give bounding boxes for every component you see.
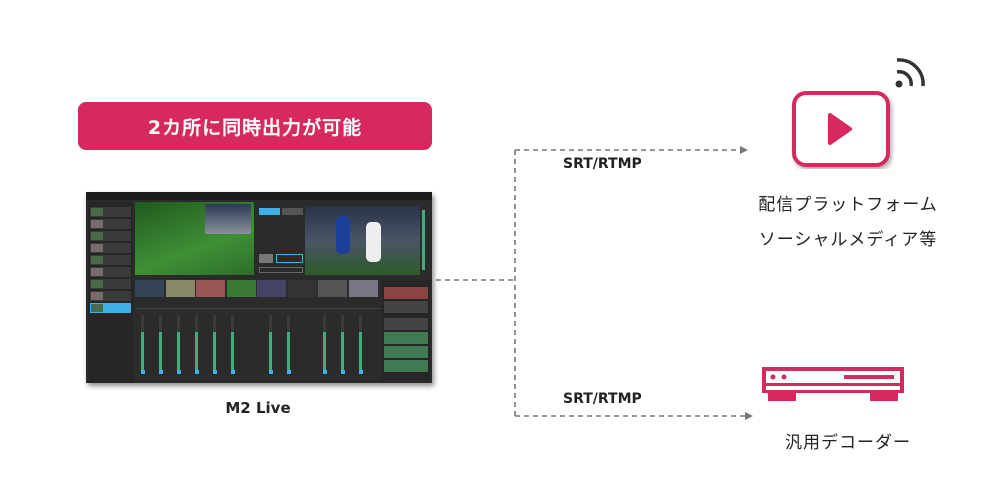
fader-level — [323, 332, 326, 370]
scene-item — [90, 303, 131, 313]
fader-level — [159, 332, 162, 370]
platform-label-line2: ソーシャルメディア等 — [758, 230, 938, 250]
scene-item — [90, 243, 131, 253]
source-thumb — [257, 280, 286, 297]
scene-item — [90, 279, 131, 289]
fader-level — [141, 332, 144, 370]
fader-button — [269, 370, 273, 374]
source-thumb — [165, 280, 195, 297]
scene-thumb — [91, 268, 103, 276]
fader-level — [177, 332, 180, 370]
fader-level — [341, 332, 344, 370]
scene-thumb — [91, 304, 103, 312]
scene-thumb — [91, 256, 103, 264]
scene-item — [90, 267, 131, 277]
arrow-head-icon — [740, 146, 748, 154]
arrow-head-icon — [745, 412, 753, 420]
fader-button — [177, 370, 181, 374]
source-thumb — [226, 280, 256, 297]
scene-item — [90, 219, 131, 229]
fader-level — [231, 332, 234, 370]
fader-level — [269, 332, 272, 370]
scene-thumb — [91, 292, 103, 300]
scene-thumb — [91, 244, 103, 252]
source-label: M2 Live — [225, 399, 291, 417]
scene-thumb — [91, 232, 103, 240]
m2-live-screenshot — [86, 192, 432, 383]
source-thumb — [135, 280, 164, 297]
fader-button — [359, 370, 363, 374]
headline-banner: 2カ所に同時出力が可能 — [78, 102, 432, 150]
platform-label-line1: 配信プラットフォーム — [758, 195, 938, 215]
fader-button — [159, 370, 163, 374]
scene-item — [90, 255, 131, 265]
scene-thumb — [91, 280, 103, 288]
wifi-broadcast-icon — [895, 58, 925, 88]
fader-level — [359, 332, 362, 370]
source-thumb — [318, 280, 347, 297]
fader-button — [341, 370, 345, 374]
scene-thumb — [91, 208, 103, 216]
fader-button — [287, 370, 291, 374]
source-thumb — [287, 280, 317, 297]
play-video-icon — [792, 91, 890, 167]
fader-button — [213, 370, 217, 374]
fader-button — [323, 370, 327, 374]
fader-level — [195, 332, 198, 370]
source-thumb — [348, 280, 378, 297]
fader-level — [213, 332, 216, 370]
source-thumb — [196, 280, 225, 297]
scene-item — [90, 207, 131, 217]
scene-item — [90, 291, 131, 301]
fader-level — [287, 332, 290, 370]
scene-thumb — [91, 220, 103, 228]
protocol-label-2: SRT/RTMP — [563, 391, 642, 407]
scene-item — [90, 231, 131, 241]
fader-button — [231, 370, 235, 374]
fader-button — [141, 370, 145, 374]
protocol-label-1: SRT/RTMP — [563, 156, 642, 172]
decoder-label: 汎用デコーダー — [785, 433, 911, 453]
fader-button — [195, 370, 199, 374]
decoder-device-icon — [762, 367, 904, 401]
